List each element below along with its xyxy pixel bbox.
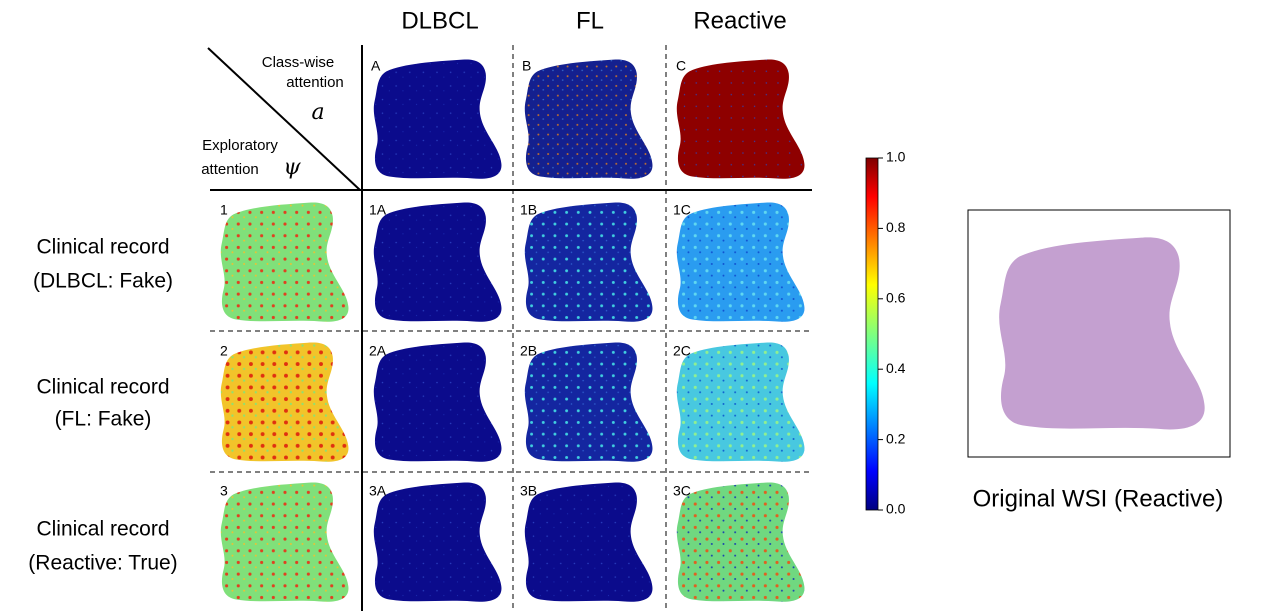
corner-symbol: a xyxy=(311,100,324,125)
cell-label: 1C xyxy=(673,202,691,218)
attention-map xyxy=(676,202,805,322)
colorbar-label: 1.0 xyxy=(886,149,906,165)
cell-label: 1A xyxy=(369,202,387,218)
cell-label: 3C xyxy=(673,483,691,499)
attention-map xyxy=(524,482,653,602)
cell-label: A xyxy=(371,58,381,74)
corner-text: attention xyxy=(201,161,259,178)
row-label: Clinical record xyxy=(36,518,169,541)
cell-label: 1B xyxy=(520,202,537,218)
colorbar-label: 0.2 xyxy=(886,430,906,446)
attention-map xyxy=(220,202,349,322)
corner-symbol: ψ xyxy=(283,155,301,180)
cell-label: 3 xyxy=(220,483,228,499)
column-header: FL xyxy=(576,7,604,34)
cell-label: 2 xyxy=(220,343,228,359)
colorbar xyxy=(865,157,879,511)
column-header: Reactive xyxy=(693,7,786,34)
attention-map xyxy=(373,342,502,462)
corner-text: Class-wise xyxy=(262,54,335,71)
row-label: (Reactive: True) xyxy=(28,552,177,575)
corner-diagonal xyxy=(207,47,361,191)
colorbar-ticks: 0.0 0.2 0.4 0.6 0.8 1.0 xyxy=(878,149,906,517)
column-header: DLBCL xyxy=(401,7,478,34)
row-label: Clinical record xyxy=(36,376,169,399)
cell-label: C xyxy=(676,58,686,74)
attention-map xyxy=(373,482,502,602)
cell-label: 2A xyxy=(369,343,387,359)
attention-map xyxy=(524,202,653,322)
row-label: (FL: Fake) xyxy=(55,408,152,431)
colorbar-label: 0.6 xyxy=(886,290,906,306)
row-label: (DLBCL: Fake) xyxy=(33,270,173,293)
row-label: Clinical record xyxy=(36,236,169,259)
attention-map xyxy=(220,342,349,462)
colorbar-label: 0.0 xyxy=(886,501,906,517)
attention-map xyxy=(373,59,502,179)
attention-map xyxy=(220,482,349,602)
cell-label: 2B xyxy=(520,343,537,359)
attention-map xyxy=(524,59,653,179)
cell-label: 3A xyxy=(369,483,387,499)
attention-map xyxy=(524,342,653,462)
attention-map xyxy=(676,59,805,179)
cell-label: 3B xyxy=(520,483,537,499)
cell-label: B xyxy=(522,58,531,74)
attention-map xyxy=(676,342,805,462)
corner-text: attention xyxy=(286,74,344,91)
cell-label: 2C xyxy=(673,343,691,359)
attention-map xyxy=(676,482,805,602)
attention-map xyxy=(373,202,502,322)
corner-text: Exploratory xyxy=(202,137,278,154)
cell-label: 1 xyxy=(220,202,228,218)
colorbar-label: 0.4 xyxy=(886,360,906,376)
colorbar-label: 0.8 xyxy=(886,219,906,235)
wsi-caption: Original WSI (Reactive) xyxy=(973,485,1224,512)
